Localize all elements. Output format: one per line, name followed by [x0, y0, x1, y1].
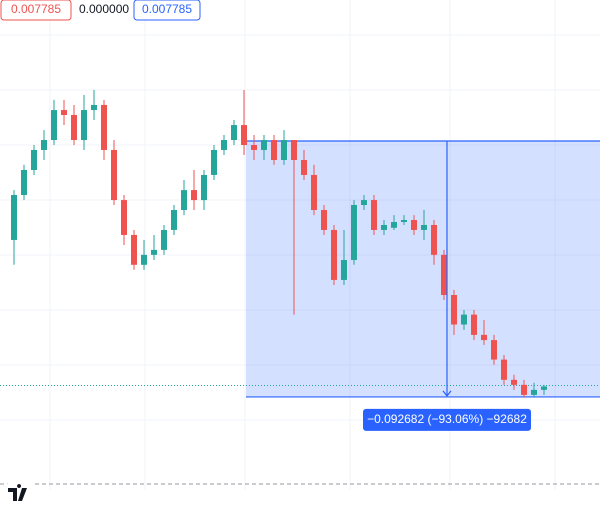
candle-body: [81, 110, 87, 141]
candle-body: [21, 170, 27, 196]
candle-body: [61, 110, 67, 115]
measure-label: −0.092682 (−93.06%) −92682: [367, 412, 527, 426]
candle-body: [181, 190, 187, 211]
candle-body: [291, 140, 297, 160]
candle-body: [371, 200, 377, 230]
candle-body: [31, 149, 37, 171]
candle-body: [161, 229, 167, 250]
candle-body: [391, 222, 397, 228]
candle-body: [541, 386, 547, 390]
candle-body: [241, 125, 247, 146]
candle-body: [501, 359, 507, 380]
candle-body: [351, 205, 357, 261]
toolbar: 0.007785 0.000000 0.007785: [0, 0, 201, 21]
candle-body: [231, 125, 237, 141]
candle-body: [531, 389, 537, 395]
candle-body: [271, 140, 277, 160]
toolbar-box: [0, 0, 72, 21]
candle-body: [251, 145, 257, 150]
measure-area: [246, 140, 600, 397]
candle-body: [461, 314, 467, 325]
candle-body: [301, 159, 307, 175]
toolbar-value: 0.007785: [142, 2, 192, 16]
candle-body: [311, 174, 317, 211]
candle-body: [221, 140, 227, 150]
candle-body: [211, 149, 217, 175]
candle-body: [361, 200, 367, 206]
candle-body: [71, 114, 77, 141]
candle-body: [411, 220, 417, 230]
toolbar-box: [133, 0, 201, 21]
candle-body: [431, 224, 437, 255]
toolbar-value: 0.007785: [11, 2, 61, 16]
candle-body: [121, 200, 127, 235]
candle-body: [511, 379, 517, 385]
candle-body: [281, 140, 287, 160]
candle-body: [421, 224, 427, 230]
measure-label-box: [363, 408, 531, 431]
candle-body: [101, 104, 107, 150]
candle-body: [481, 334, 487, 341]
candle-body: [441, 254, 447, 296]
candle-body: [471, 314, 477, 335]
candle-body: [201, 174, 207, 201]
candle-body: [341, 260, 347, 280]
candle-body: [401, 220, 407, 223]
candle-body: [321, 210, 327, 230]
candle-body: [171, 210, 177, 230]
candle-body: [141, 254, 147, 265]
candle-body: [11, 195, 17, 240]
candle-body: [91, 104, 97, 111]
candle-body: [331, 229, 337, 280]
candle-body: [151, 249, 157, 255]
candle-body: [491, 340, 497, 360]
candle-body: [111, 149, 117, 201]
candle-body: [131, 234, 137, 265]
candle-body: [261, 140, 267, 150]
toolbar-value: 0.000000: [79, 2, 129, 16]
measure-arrowhead: [442, 390, 452, 397]
candle-body: [41, 140, 47, 150]
tv-logo: [6, 483, 34, 505]
candle-body: [51, 110, 57, 141]
candle-body: [521, 384, 527, 395]
candle-body: [191, 190, 197, 201]
candle-body: [381, 224, 387, 230]
candle-body: [451, 295, 457, 325]
